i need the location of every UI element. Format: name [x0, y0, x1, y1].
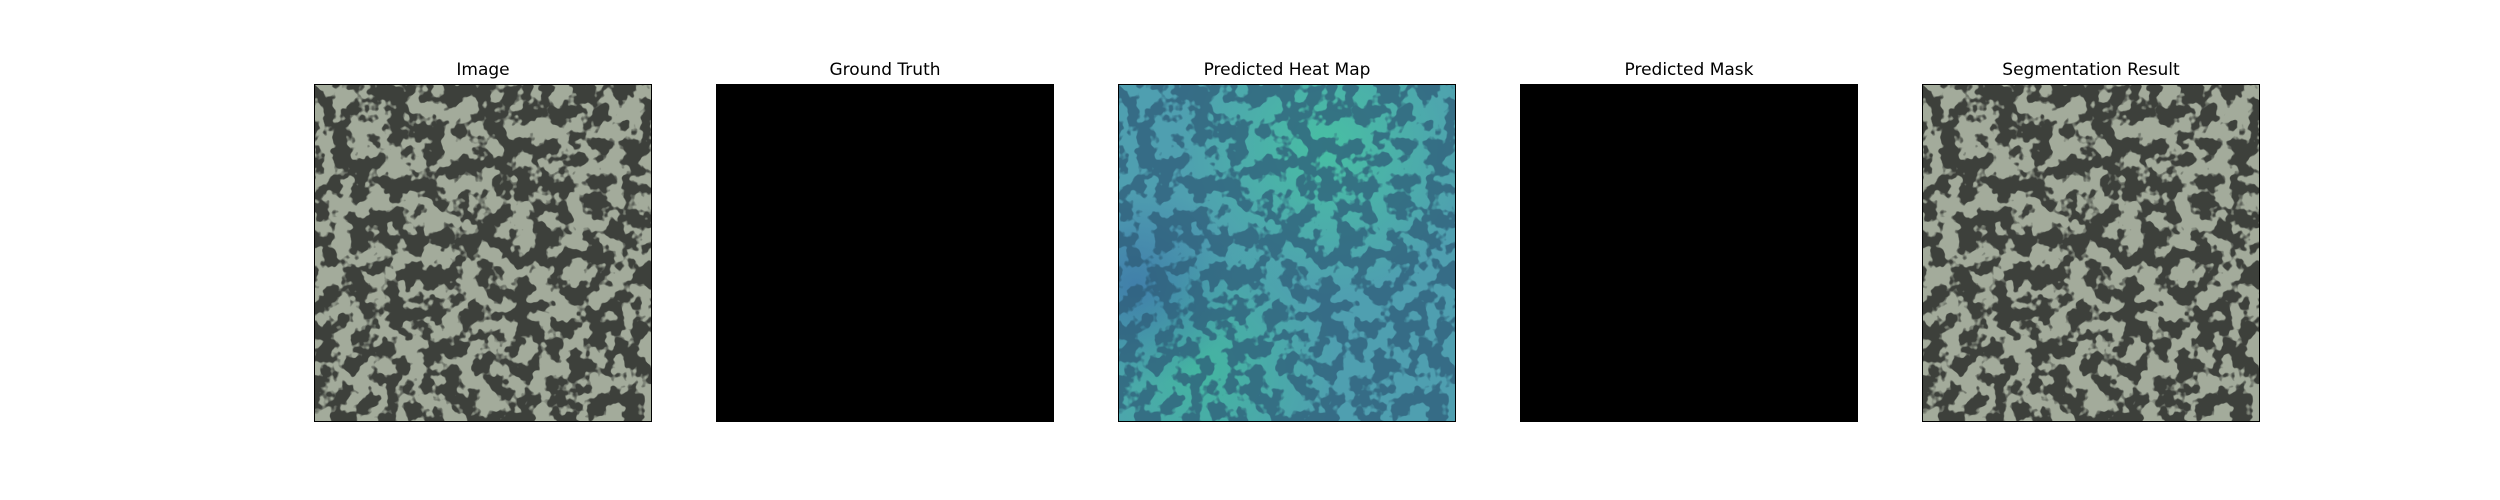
panel-title-segmentation-result: Segmentation Result	[2002, 60, 2180, 80]
panel-title-predicted-mask: Predicted Mask	[1624, 60, 1754, 80]
segmentation-result-canvas	[1922, 84, 2260, 422]
panel-title-heat-map: Predicted Heat Map	[1203, 60, 1371, 80]
segmentation-texture	[1923, 85, 2259, 421]
predicted-mask	[1520, 84, 1858, 422]
image-panel-canvas	[314, 84, 652, 422]
panel-title-ground-truth: Ground Truth	[829, 60, 941, 80]
panel-title-image: Image	[456, 60, 510, 80]
ground-truth-mask	[716, 84, 1054, 422]
image-texture	[315, 85, 651, 421]
heat-map-overlay	[1119, 85, 1455, 421]
heat-map-canvas	[1118, 84, 1456, 422]
